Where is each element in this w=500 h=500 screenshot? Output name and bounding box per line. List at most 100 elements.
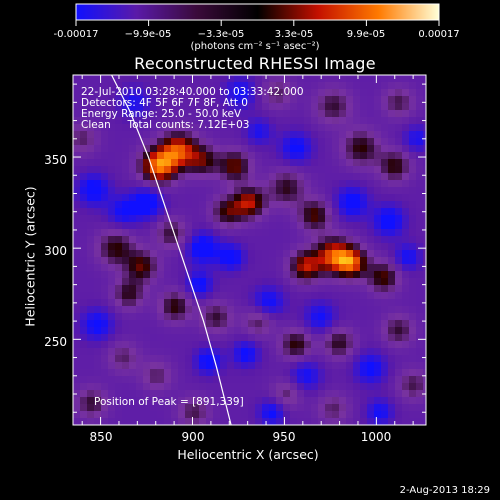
heatmap-cell <box>206 383 214 391</box>
heatmap-cell <box>248 257 256 265</box>
heatmap-cell <box>360 306 368 314</box>
x-tick-label: 850 <box>89 430 113 444</box>
heatmap-cell <box>269 243 277 251</box>
heatmap-cell <box>360 89 368 97</box>
heatmap-cell <box>409 320 417 328</box>
heatmap-cell <box>206 390 214 398</box>
heatmap-cell <box>269 229 277 237</box>
heatmap-cell <box>339 299 347 307</box>
heatmap-cell <box>206 117 214 125</box>
heatmap-cell <box>213 145 221 153</box>
heatmap-cell <box>339 348 347 356</box>
heatmap-cell <box>164 138 172 146</box>
heatmap-cell <box>276 110 284 118</box>
heatmap-cell <box>178 187 186 195</box>
heatmap-cell <box>73 306 81 314</box>
heatmap-cell <box>283 117 291 125</box>
heatmap-cell <box>269 362 277 370</box>
heatmap-cell <box>388 166 396 174</box>
heatmap-cell <box>87 75 95 83</box>
heatmap-cell <box>311 369 319 377</box>
heatmap-cell <box>143 313 151 321</box>
heatmap-cell <box>115 103 123 111</box>
heatmap-cell <box>157 278 165 286</box>
heatmap-cell <box>346 355 354 363</box>
heatmap-cell <box>192 201 200 209</box>
heatmap-cell <box>101 411 109 419</box>
heatmap-cell <box>101 271 109 279</box>
heatmap-cell <box>311 376 319 384</box>
heatmap-cell <box>73 250 81 258</box>
heatmap-cell <box>234 376 242 384</box>
heatmap-cell <box>388 180 396 188</box>
heatmap-cell <box>171 369 179 377</box>
heatmap-cell <box>367 124 375 132</box>
heatmap-cell <box>283 229 291 237</box>
heatmap-cell <box>290 383 298 391</box>
heatmap-image <box>73 75 426 425</box>
heatmap-cell <box>304 138 312 146</box>
heatmap-cell <box>108 159 116 167</box>
heatmap-cell <box>185 117 193 125</box>
heatmap-cell <box>143 411 151 419</box>
heatmap-cell <box>360 264 368 272</box>
heatmap-cell <box>290 201 298 209</box>
clean-total-counts: Clean Total counts: 7.12E+03 <box>81 119 250 131</box>
heatmap-cell <box>94 320 102 328</box>
heatmap-cell <box>199 383 207 391</box>
heatmap-cell <box>339 355 347 363</box>
heatmap-cell <box>122 96 130 104</box>
heatmap-cell <box>297 348 305 356</box>
heatmap-cell <box>402 180 410 188</box>
heatmap-cell <box>220 75 228 83</box>
heatmap-cell <box>73 383 81 391</box>
heatmap-cell <box>262 131 270 139</box>
heatmap-cell <box>346 82 354 90</box>
heatmap-cell <box>262 173 270 181</box>
heatmap-cell <box>143 159 151 167</box>
heatmap-cell <box>227 152 235 160</box>
heatmap-cell <box>346 208 354 216</box>
heatmap-cell <box>416 264 424 272</box>
heatmap-cell <box>304 348 312 356</box>
heatmap-cell <box>332 257 340 265</box>
heatmap-cell <box>171 89 179 97</box>
heatmap-cell <box>94 257 102 265</box>
heatmap-cell <box>402 89 410 97</box>
plot-date-stamp: 2-Aug-2013 18:29 <box>399 485 490 496</box>
heatmap-cell <box>101 110 109 118</box>
heatmap-cell <box>346 299 354 307</box>
heatmap-cell <box>367 89 375 97</box>
heatmap-cell <box>178 215 186 223</box>
heatmap-cell <box>416 173 424 181</box>
heatmap-cell <box>199 271 207 279</box>
heatmap-cell <box>297 75 305 83</box>
heatmap-cell <box>269 131 277 139</box>
heatmap-cell <box>178 292 186 300</box>
heatmap-cell <box>136 208 144 216</box>
heatmap-cell <box>157 124 165 132</box>
heatmap-cell <box>150 117 158 125</box>
heatmap-cell <box>94 180 102 188</box>
heatmap-cell <box>318 96 326 104</box>
heatmap-cell <box>87 299 95 307</box>
heatmap-cell <box>185 383 193 391</box>
heatmap-cell <box>248 117 256 125</box>
heatmap-cell <box>276 131 284 139</box>
heatmap-cell <box>353 187 361 195</box>
heatmap-cell <box>332 124 340 132</box>
heatmap-cell <box>297 418 305 425</box>
heatmap-cell <box>262 306 270 314</box>
heatmap-cell <box>423 404 426 412</box>
heatmap-cell <box>171 208 179 216</box>
heatmap-cell <box>262 180 270 188</box>
heatmap-cell <box>185 236 193 244</box>
heatmap-cell <box>150 348 158 356</box>
heatmap-cell <box>325 411 333 419</box>
heatmap-cell <box>374 404 382 412</box>
heatmap-cell <box>290 292 298 300</box>
heatmap-cell <box>304 264 312 272</box>
heatmap-cell <box>325 159 333 167</box>
heatmap-cell <box>213 138 221 146</box>
heatmap-cell <box>115 96 123 104</box>
